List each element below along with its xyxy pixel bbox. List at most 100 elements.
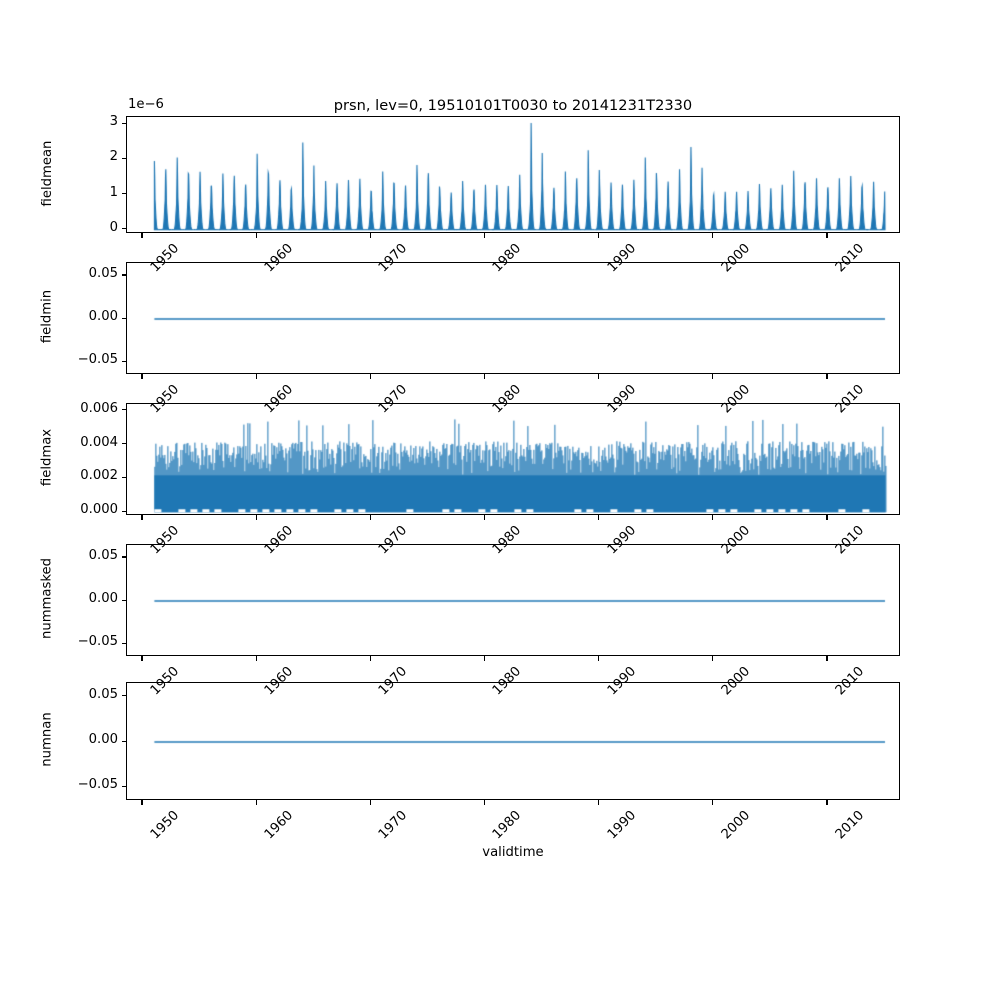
subplot-fieldmin [126, 262, 900, 374]
plot-area-fieldmin [127, 263, 899, 373]
ytick-mark-numnan-1 [121, 740, 126, 742]
ytick-label-fieldmean-0: 0 [109, 219, 118, 235]
ytick-label-fieldmax-3: 0.006 [80, 400, 118, 416]
xtick-mark-numnan-5 [712, 800, 714, 805]
plot-area-fieldmax [127, 404, 899, 514]
xtick-mark-fieldmax-4 [598, 515, 600, 520]
xtick-label-numnan-4: 1990 [604, 808, 639, 843]
ytick-mark-nummasked-2 [121, 556, 126, 558]
xtick-mark-nummasked-6 [826, 656, 828, 661]
xtick-mark-fieldmean-1 [255, 233, 257, 238]
xtick-mark-fieldmax-3 [483, 515, 486, 520]
xtick-label-numnan-1: 1960 [261, 808, 297, 843]
xtick-mark-nummasked-2 [369, 656, 371, 661]
ytick-label-fieldmax-1: 0.002 [80, 468, 118, 484]
y-axis-label-fieldmin: fieldmin [39, 289, 55, 344]
x-axis-label: validtime [482, 845, 544, 860]
xtick-mark-fieldmean-0 [141, 233, 143, 238]
ytick-label-nummasked-1: 0.00 [88, 591, 118, 606]
xtick-mark-numnan-1 [255, 800, 257, 805]
xtick-mark-fieldmean-4 [598, 233, 600, 238]
xtick-mark-nummasked-0 [141, 656, 143, 661]
xtick-mark-fieldmax-5 [712, 515, 714, 520]
y-axis-offset-fieldmean: 1e−6 [128, 97, 164, 112]
y-axis-label-numnan: numnan [39, 712, 55, 767]
xtick-label-numnan-0: 1950 [147, 808, 183, 843]
ytick-mark-fieldmax-2 [121, 443, 126, 445]
ytick-mark-fieldmin-2 [121, 274, 126, 276]
y-axis-label-fieldmax: fieldmax [39, 428, 55, 487]
xtick-mark-fieldmean-6 [826, 233, 828, 238]
axes-frame-numnan [126, 682, 900, 800]
ytick-label-numnan-0: −0.05 [77, 777, 118, 793]
xtick-label-numnan-2: 1970 [376, 808, 411, 843]
ytick-mark-fieldmax-3 [121, 409, 126, 411]
axes-frame-fieldmin [126, 262, 900, 374]
xtick-mark-fieldmean-2 [369, 233, 371, 238]
xtick-mark-fieldmin-0 [141, 374, 143, 379]
xtick-mark-fieldmax-6 [826, 515, 828, 520]
xtick-mark-nummasked-4 [598, 656, 600, 661]
figure-title: prsn, lev=0, 19510101T0030 to 20141231T2… [333, 97, 693, 114]
xtick-mark-fieldmax-1 [255, 515, 257, 520]
axes-frame-fieldmean [126, 116, 900, 233]
xtick-mark-fieldmin-4 [598, 374, 600, 379]
ytick-mark-fieldmean-2 [121, 157, 126, 159]
subplot-fieldmean [126, 116, 900, 233]
xtick-label-numnan-6: 2010 [832, 808, 868, 843]
ytick-mark-fieldmean-0 [121, 228, 126, 230]
xtick-mark-nummasked-3 [483, 656, 486, 661]
ytick-mark-nummasked-0 [121, 642, 126, 644]
xtick-mark-numnan-0 [141, 800, 143, 805]
xtick-mark-fieldmean-3 [483, 233, 486, 238]
ytick-label-fieldmin-0: −0.05 [77, 352, 118, 368]
xtick-mark-fieldmin-2 [369, 374, 371, 379]
xtick-mark-fieldmin-6 [826, 374, 828, 379]
ytick-label-fieldmean-1: 1 [109, 184, 118, 200]
ytick-mark-nummasked-1 [121, 599, 126, 601]
xtick-mark-nummasked-1 [255, 656, 257, 661]
ytick-label-numnan-2: 0.05 [88, 686, 118, 702]
ytick-mark-fieldmean-3 [121, 122, 126, 124]
ytick-label-fieldmin-2: 0.05 [88, 265, 118, 281]
y-axis-label-fieldmean: fieldmean [39, 140, 55, 206]
xtick-mark-numnan-6 [826, 800, 828, 805]
ytick-label-fieldmean-3: 3 [109, 114, 118, 130]
xtick-mark-fieldmean-5 [712, 233, 714, 238]
xtick-mark-fieldmin-5 [712, 374, 714, 379]
ytick-label-nummasked-0: −0.05 [77, 634, 118, 650]
plot-area-nummasked [127, 545, 899, 655]
xtick-mark-nummasked-5 [712, 656, 714, 661]
subplot-nummasked [126, 544, 900, 656]
ytick-mark-fieldmax-1 [121, 476, 126, 479]
axes-frame-fieldmax [126, 403, 900, 515]
ytick-label-fieldmean-2: 2 [109, 149, 118, 165]
ytick-label-fieldmax-0: 0.000 [80, 502, 118, 518]
subplot-numnan [126, 682, 900, 800]
xtick-mark-numnan-3 [483, 800, 486, 805]
ytick-mark-fieldmin-1 [121, 317, 126, 319]
ytick-mark-numnan-0 [121, 785, 126, 787]
xtick-mark-fieldmax-0 [141, 515, 143, 520]
ytick-mark-numnan-2 [121, 695, 126, 697]
ytick-label-fieldmax-2: 0.004 [80, 434, 118, 450]
plot-area-numnan [127, 683, 899, 799]
axes-frame-nummasked [126, 544, 900, 656]
xtick-mark-fieldmax-2 [369, 515, 371, 520]
subplot-fieldmax [126, 403, 900, 515]
ytick-mark-fieldmax-0 [121, 510, 126, 512]
xtick-label-numnan-3: 1980 [490, 808, 525, 843]
xtick-mark-numnan-4 [598, 800, 600, 805]
ytick-mark-fieldmean-1 [121, 193, 126, 195]
plot-area-fieldmean [127, 117, 899, 232]
xtick-mark-fieldmin-3 [483, 374, 486, 379]
y-axis-label-nummasked: nummasked [39, 558, 55, 640]
xtick-mark-numnan-2 [369, 800, 371, 805]
ytick-label-nummasked-2: 0.05 [88, 547, 118, 563]
ytick-label-fieldmin-1: 0.00 [88, 309, 118, 324]
ytick-label-numnan-1: 0.00 [88, 732, 118, 747]
xtick-mark-fieldmin-1 [255, 374, 257, 379]
xtick-label-numnan-5: 2000 [718, 808, 753, 843]
ytick-mark-fieldmin-0 [121, 360, 126, 362]
